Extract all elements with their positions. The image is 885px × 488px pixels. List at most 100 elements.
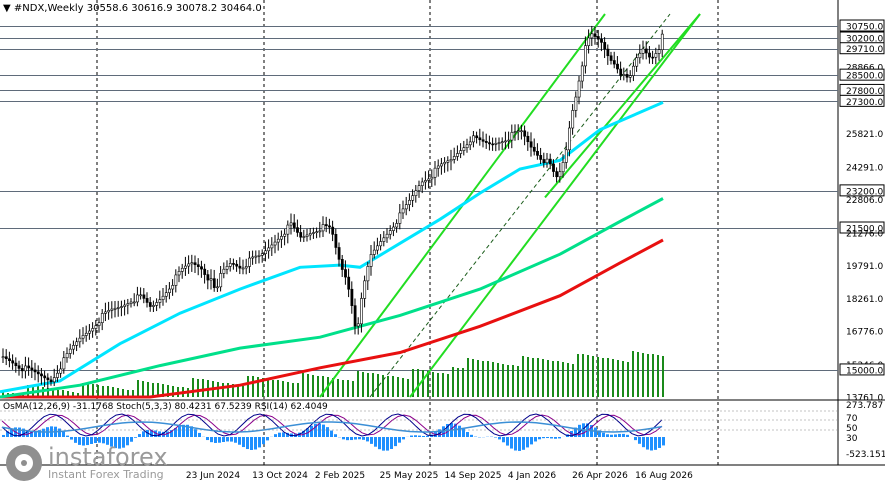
volume-bar — [302, 373, 304, 397]
volume-bar — [352, 381, 354, 397]
price-tick-label: 24291.0 — [846, 164, 883, 174]
candle-body — [584, 45, 587, 67]
candle-body — [616, 63, 619, 70]
osma-bar — [654, 437, 657, 450]
volume-bar — [317, 376, 319, 397]
osma-bar — [30, 430, 33, 437]
candle-body — [273, 241, 277, 246]
price-tick-label: 21276.0 — [846, 229, 883, 239]
candle-body — [36, 371, 40, 375]
volume-bar — [167, 385, 169, 397]
candle-body — [449, 159, 453, 162]
osma-bar — [34, 430, 37, 437]
dropdown-icon[interactable]: ▼ — [3, 3, 11, 14]
volume-bar — [277, 380, 279, 397]
osma-bar — [378, 437, 381, 450]
candle-body — [401, 208, 405, 214]
candle-body — [209, 278, 213, 281]
candle-body — [244, 266, 248, 269]
candle-body — [200, 266, 203, 270]
volume-bar — [57, 390, 59, 397]
volume-bar — [412, 369, 414, 397]
volume-bar — [112, 387, 114, 397]
level-tag — [839, 221, 885, 234]
osma-bar — [454, 423, 457, 437]
osma-bar — [386, 437, 389, 451]
osma-bar — [626, 434, 629, 437]
candle-body — [142, 294, 146, 299]
date-tick-label: 23 Jun 2024 — [186, 471, 240, 481]
osma-bar — [330, 430, 333, 437]
candle-body — [228, 263, 232, 267]
candle-body — [414, 190, 418, 196]
trend-channels — [319, 13, 701, 398]
candle-body — [641, 48, 645, 54]
osma-bar — [122, 437, 125, 448]
osma-bar — [622, 433, 625, 437]
volume-bar — [157, 383, 159, 397]
osma-bar — [174, 428, 177, 437]
volume-bar — [622, 361, 624, 397]
volume-bar — [347, 380, 349, 397]
candle-body — [494, 143, 498, 145]
price-tick-label: 22806.0 — [846, 196, 883, 206]
price-tick-label: 15000.0 — [846, 366, 883, 376]
candle-body — [235, 263, 239, 267]
channel-line — [544, 13, 701, 199]
volume-bar — [27, 385, 29, 397]
candle-body — [84, 332, 88, 336]
candle-body — [174, 274, 178, 286]
osma-bar — [90, 437, 93, 444]
candle-body — [187, 263, 191, 267]
osma-bar — [294, 433, 297, 437]
osma-bar — [530, 437, 533, 445]
candle-body — [196, 264, 200, 267]
candle-body — [340, 259, 344, 270]
volume-bar — [387, 376, 389, 397]
candle-body — [430, 176, 434, 180]
candle-body — [456, 153, 459, 157]
osma-bar — [634, 437, 637, 441]
osma-bar — [226, 437, 229, 442]
candle-body — [481, 139, 485, 142]
volume-bar — [427, 371, 429, 397]
candle-body — [97, 322, 101, 326]
candle-body — [216, 286, 219, 289]
date-tick-label: 14 Sep 2025 — [444, 471, 501, 481]
osma-bar — [322, 424, 325, 437]
candle-body — [315, 231, 319, 233]
candle-body — [276, 238, 280, 243]
candle-body — [203, 268, 207, 275]
osma-bar — [398, 437, 401, 443]
osma-bar — [142, 431, 145, 437]
osma-bar — [74, 437, 77, 443]
osma-bar — [66, 435, 69, 437]
volume-bar — [382, 375, 384, 397]
candle-body — [148, 302, 152, 307]
osma-bar — [350, 437, 353, 441]
candle-body — [56, 372, 59, 378]
volume-bar — [312, 375, 314, 397]
osma-bar — [198, 432, 201, 437]
candle-body — [507, 139, 511, 142]
volume-bar — [127, 390, 129, 397]
date-tick-label: 25 May 2025 — [380, 471, 439, 481]
indicator-label: OsMA(12,26,9) -31.1768 Stoch(5,3,3) 80.4… — [3, 402, 328, 412]
osma-bar — [514, 437, 517, 451]
volume-bar — [552, 361, 554, 397]
osma-bar — [254, 437, 257, 450]
ema-slow-line — [0, 238, 664, 399]
candle-body — [404, 204, 408, 210]
candle-body — [574, 96, 578, 111]
candle-body — [539, 155, 543, 160]
osma-bar — [334, 434, 337, 437]
candle-body — [43, 375, 47, 379]
osma-bar — [194, 429, 197, 437]
candle-body — [17, 365, 21, 369]
osma-bar — [178, 426, 181, 437]
volume-bar — [227, 383, 229, 397]
candle-body — [107, 310, 111, 313]
candle-body — [312, 232, 315, 234]
candle-body — [344, 269, 347, 278]
